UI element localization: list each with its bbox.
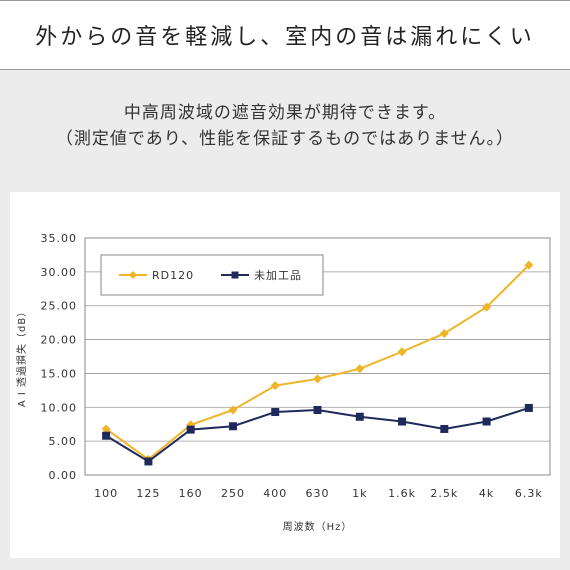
data-point-untreated xyxy=(313,405,322,414)
data-point-untreated xyxy=(398,417,407,426)
y-tick-label: 5.00 xyxy=(49,435,78,448)
x-tick-label: 100 xyxy=(94,487,118,500)
y-tick-label: 10.00 xyxy=(41,401,78,414)
data-point-rd120 xyxy=(397,347,407,357)
y-tick-label: 0.00 xyxy=(49,469,78,482)
x-tick-label: 1k xyxy=(352,487,367,500)
series-line-1 xyxy=(105,407,530,463)
y-tick-label: 15.00 xyxy=(41,367,78,380)
chart-panel: 0.00 5.00 10.00 15.00 20.00 25.00 30.00 35.00 10… xyxy=(10,192,560,558)
data-point-untreated xyxy=(186,425,195,434)
x-tick-label: 2.5k xyxy=(430,487,458,500)
data-point-untreated xyxy=(271,408,280,417)
legend-marker xyxy=(129,271,137,279)
y-tick-label: 35.00 xyxy=(41,232,78,245)
data-point-rd120 xyxy=(270,381,280,391)
data-point-rd120 xyxy=(439,328,449,338)
legend-label: 未加工品 xyxy=(254,269,302,282)
headline: 外からの音を軽減し、室内の音は漏れにくい xyxy=(35,25,535,50)
data-point-untreated xyxy=(228,422,237,431)
data-point-rd120 xyxy=(482,302,492,312)
y-tick-label: 25.00 xyxy=(41,300,78,313)
subtitle-line-2: （測定値であり、性能を保証するものではありません。） xyxy=(55,129,515,149)
y-tick-label: 30.00 xyxy=(41,266,78,279)
x-tick-label: 1.6k xyxy=(388,487,416,500)
data-point-untreated xyxy=(355,412,364,421)
data-point-untreated xyxy=(144,457,153,466)
data-point-rd120 xyxy=(524,260,534,270)
x-tick-label: 400 xyxy=(263,487,287,500)
legend-label: RD120 xyxy=(152,269,194,282)
y-axis-title: A I 透過損失（dB） xyxy=(15,306,28,407)
x-tick-label: 4k xyxy=(479,487,494,500)
line-chart: 0.00 5.00 10.00 15.00 20.00 25.00 30.00 35.00 10… xyxy=(15,232,551,533)
x-tick-label: 125 xyxy=(136,487,160,500)
data-point-rd120 xyxy=(313,374,322,384)
y-tick-label: 20.00 xyxy=(41,334,78,347)
data-point-rd120 xyxy=(355,364,365,374)
x-tick-label: 160 xyxy=(179,487,203,500)
x-axis-title: 周波数（Hz） xyxy=(283,520,353,533)
legend-marker xyxy=(231,271,239,279)
data-point-untreated xyxy=(102,431,111,440)
header-bar: 外からの音を軽減し、室内の音は漏れにくい xyxy=(0,0,570,70)
x-tick-label: 630 xyxy=(306,487,330,500)
x-tick-label: 250 xyxy=(221,487,245,500)
data-point-untreated xyxy=(482,417,491,426)
data-point-rd120 xyxy=(228,405,238,415)
plot-frame xyxy=(84,237,551,476)
x-tick-label: 6.3k xyxy=(515,487,543,500)
data-point-rd120 xyxy=(101,424,111,434)
subtitle-line-1: 中高周波域の遮音効果が期待できます。 xyxy=(123,103,447,123)
data-point-untreated xyxy=(524,403,533,412)
data-point-untreated xyxy=(440,424,449,433)
